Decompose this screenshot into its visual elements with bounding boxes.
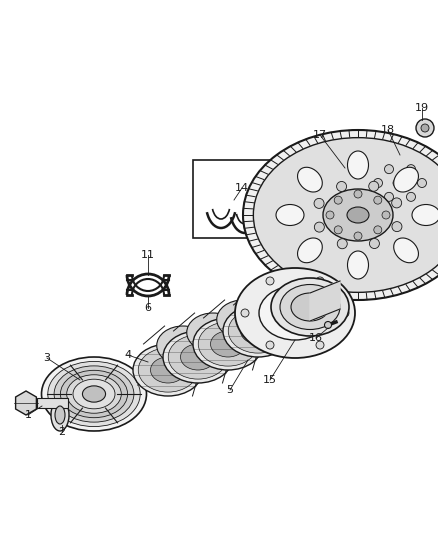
Ellipse shape (394, 238, 418, 263)
Ellipse shape (280, 285, 340, 329)
Text: 3: 3 (43, 353, 50, 363)
Text: 18: 18 (381, 125, 395, 135)
Circle shape (374, 196, 382, 204)
Ellipse shape (247, 287, 299, 326)
Ellipse shape (235, 268, 355, 358)
Ellipse shape (253, 292, 323, 344)
Ellipse shape (323, 189, 393, 241)
Ellipse shape (151, 357, 186, 383)
Ellipse shape (259, 286, 331, 340)
Circle shape (374, 179, 382, 188)
Circle shape (266, 277, 274, 285)
Ellipse shape (82, 386, 106, 402)
Ellipse shape (217, 300, 269, 339)
Ellipse shape (291, 293, 329, 321)
Circle shape (314, 198, 324, 208)
Circle shape (385, 192, 393, 201)
Circle shape (382, 211, 390, 219)
Ellipse shape (55, 406, 65, 424)
Ellipse shape (54, 366, 134, 422)
Circle shape (392, 198, 402, 208)
Text: 4: 4 (124, 350, 131, 360)
Ellipse shape (211, 331, 246, 357)
Text: 11: 11 (141, 250, 155, 260)
Circle shape (326, 211, 334, 219)
Ellipse shape (42, 357, 146, 431)
Text: 19: 19 (415, 103, 429, 113)
Ellipse shape (60, 370, 127, 418)
Polygon shape (37, 398, 68, 408)
Circle shape (406, 165, 416, 174)
Text: 16: 16 (309, 333, 323, 343)
Ellipse shape (51, 399, 69, 431)
Ellipse shape (198, 322, 258, 366)
Ellipse shape (240, 318, 276, 344)
Ellipse shape (228, 309, 288, 353)
Ellipse shape (157, 326, 209, 365)
Circle shape (314, 222, 324, 232)
Circle shape (316, 341, 324, 349)
Circle shape (354, 190, 362, 198)
Ellipse shape (163, 331, 233, 383)
Ellipse shape (271, 278, 349, 336)
Polygon shape (310, 281, 340, 321)
Ellipse shape (67, 375, 121, 413)
Ellipse shape (133, 344, 203, 396)
Ellipse shape (365, 157, 435, 209)
Ellipse shape (271, 305, 305, 331)
Bar (193, 160, 273, 238)
Text: 17: 17 (313, 130, 327, 140)
Ellipse shape (394, 167, 418, 192)
Polygon shape (138, 349, 163, 385)
Ellipse shape (180, 344, 215, 370)
Circle shape (369, 239, 379, 248)
Text: 15: 15 (263, 375, 277, 385)
Circle shape (334, 226, 342, 234)
Ellipse shape (187, 313, 239, 352)
Ellipse shape (73, 379, 115, 409)
Ellipse shape (374, 164, 426, 203)
Polygon shape (153, 356, 171, 366)
Ellipse shape (347, 151, 368, 179)
Circle shape (341, 309, 349, 317)
Text: 6: 6 (145, 303, 152, 313)
Circle shape (336, 181, 346, 191)
Ellipse shape (347, 251, 368, 279)
Circle shape (334, 196, 342, 204)
Ellipse shape (258, 296, 318, 340)
Ellipse shape (138, 348, 198, 392)
Circle shape (337, 239, 347, 249)
Polygon shape (16, 391, 36, 415)
Circle shape (241, 309, 249, 317)
Circle shape (316, 277, 324, 285)
Ellipse shape (48, 361, 140, 426)
Ellipse shape (297, 167, 322, 192)
Circle shape (374, 226, 382, 234)
Circle shape (421, 124, 429, 132)
Circle shape (385, 165, 393, 174)
Ellipse shape (253, 138, 438, 292)
Text: 14: 14 (235, 183, 249, 193)
Text: 2: 2 (58, 427, 66, 437)
Ellipse shape (168, 335, 228, 379)
Ellipse shape (347, 207, 369, 223)
Ellipse shape (243, 130, 438, 300)
Text: 5: 5 (226, 385, 233, 395)
Text: 1: 1 (25, 410, 32, 420)
Ellipse shape (412, 205, 438, 225)
Circle shape (325, 321, 332, 328)
Circle shape (417, 179, 427, 188)
Ellipse shape (297, 238, 322, 263)
Ellipse shape (223, 305, 293, 357)
Ellipse shape (193, 318, 263, 370)
Circle shape (416, 119, 434, 137)
Ellipse shape (393, 178, 407, 188)
Circle shape (369, 181, 379, 191)
Circle shape (354, 232, 362, 240)
Ellipse shape (276, 205, 304, 225)
Circle shape (266, 341, 274, 349)
Circle shape (392, 222, 402, 232)
Circle shape (406, 192, 416, 201)
